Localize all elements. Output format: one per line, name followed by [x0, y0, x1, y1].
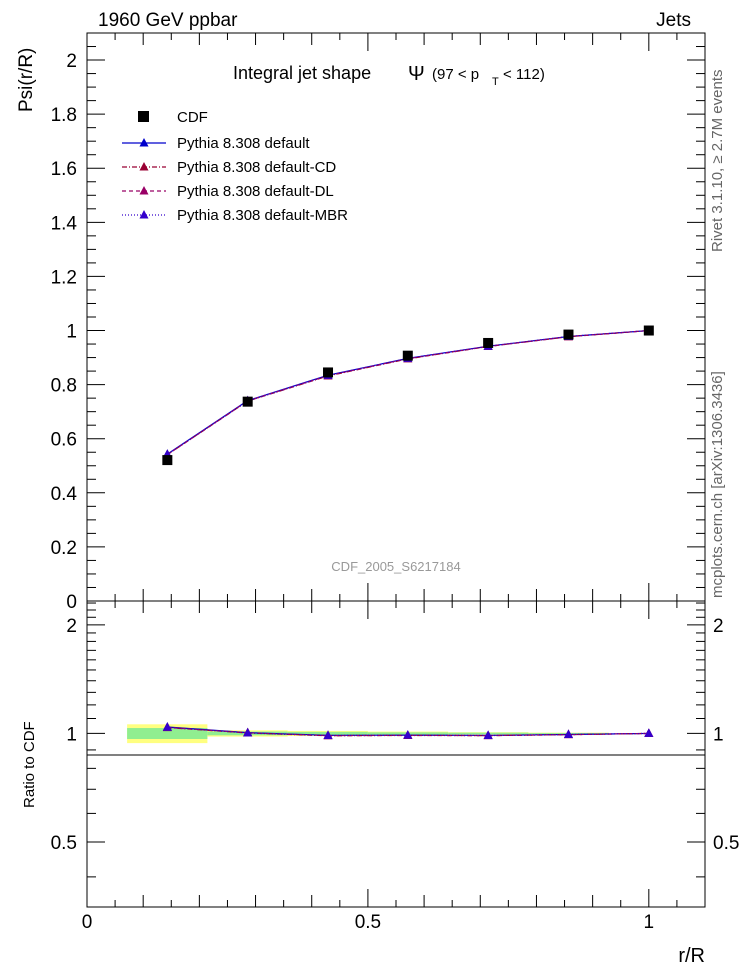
ratio-ytick-label-right: 1 — [713, 724, 724, 745]
legend-marker-3 — [139, 210, 149, 219]
legend-marker-2 — [139, 186, 149, 195]
main-ytick-label: 2 — [66, 51, 77, 72]
main-ytick-label: 0.8 — [51, 376, 77, 397]
ratio-band-inner — [127, 728, 208, 740]
legend-label-1: Pythia 8.308 default-CD — [177, 159, 336, 176]
ratio-series-group — [162, 721, 654, 740]
legend-marker-1 — [139, 162, 149, 171]
ratio-uncertainty-bands — [127, 724, 609, 744]
main-ylabel: Psi(r/R) — [16, 48, 37, 112]
data-point — [162, 455, 173, 466]
rivet-label: Rivet 3.1.10, ≥ 2.7M events — [709, 70, 726, 253]
header-left: 1960 GeV ppbar — [98, 10, 238, 31]
ratio-panel: 0.5 0.5 1 1 2 2 0 0.5 1 Ratio to CDF r/R — [21, 600, 739, 967]
chart-title-range-open: (97 < p — [432, 66, 479, 83]
ratio-marker-3 — [563, 729, 573, 739]
main-panel: 0 0.2 0.4 0.6 0.8 1 1.2 1.4 1.6 1.8 2 Integral jet… — [16, 32, 706, 613]
ratio-marker-3 — [403, 730, 413, 739]
legend-series: Pythia 8.308 default Pythia 8.308 default… — [122, 135, 348, 224]
legend-cdf-label: CDF — [177, 109, 208, 126]
series-line-1 — [167, 329, 649, 456]
chart-title-range-close: < 112) — [503, 66, 545, 83]
ratio-ytick-label: 0.5 — [51, 833, 77, 854]
chart-title-psi: Ψ — [408, 63, 425, 85]
main-ytick-label: 1.2 — [51, 267, 77, 288]
header-right: Jets — [656, 10, 691, 31]
chart-title: Integral jet shape — [233, 63, 371, 83]
ratio-ytick-label-right: 2 — [713, 616, 724, 637]
data-point — [483, 337, 494, 348]
main-axis-ticks: 0 0.2 0.4 0.6 0.8 1 1.2 1.4 1.6 1.8 2 — [51, 33, 706, 613]
main-ytick-label: 0.4 — [51, 484, 78, 505]
main-data-points — [162, 325, 654, 466]
legend-label-0: Pythia 8.308 default — [177, 135, 310, 152]
xtick-label: 1 — [644, 912, 655, 933]
main-ytick-label: 0.6 — [51, 430, 77, 451]
main-ytick-label: 1.6 — [51, 159, 77, 180]
legend-marker-0 — [139, 138, 149, 147]
ratio-marker-3 — [483, 730, 493, 739]
mcplots-label: mcplots.cern.ch [arXiv:1306.3436] — [709, 371, 726, 598]
main-ytick-label: 1.8 — [51, 105, 77, 126]
data-point — [402, 350, 413, 361]
data-point — [242, 396, 253, 407]
ratio-ylabel: Ratio to CDF — [21, 721, 38, 808]
main-ytick-label: 0 — [66, 592, 77, 613]
x-axis-label: r/R — [678, 945, 705, 967]
xtick-label: 0.5 — [355, 912, 381, 933]
series-line-3 — [167, 329, 649, 455]
main-ytick-label: 1.4 — [51, 213, 78, 234]
ratio-ytick-label: 1 — [66, 724, 77, 745]
data-point — [563, 329, 574, 340]
ratio-ytick-label: 2 — [66, 616, 77, 637]
legend-label-3: Pythia 8.308 default-MBR — [177, 207, 348, 224]
ratio-marker-3 — [162, 722, 172, 731]
analysis-watermark: CDF_2005_S6217184 — [331, 559, 460, 574]
legend-cdf-marker — [138, 111, 149, 122]
ratio-marker-3 — [243, 727, 253, 737]
legend-label-2: Pythia 8.308 default-DL — [177, 183, 334, 200]
series-line-0 — [167, 329, 649, 455]
xtick-label: 0 — [82, 912, 93, 933]
ratio-marker-3 — [323, 730, 333, 739]
main-series-group — [162, 325, 654, 459]
ratio-axis-ticks: 0.5 0.5 1 1 2 2 0 0.5 1 — [51, 601, 739, 933]
main-ytick-label: 1 — [66, 322, 77, 343]
series-line-2 — [167, 329, 649, 456]
data-point — [323, 367, 334, 378]
ratio-ytick-label-right: 0.5 — [713, 833, 739, 854]
chart-title-range-sub: T — [492, 76, 499, 88]
ratio-marker-3 — [644, 728, 654, 737]
main-ytick-label: 0.2 — [51, 538, 77, 559]
data-point — [643, 325, 654, 336]
ratio-frame — [86, 600, 706, 908]
